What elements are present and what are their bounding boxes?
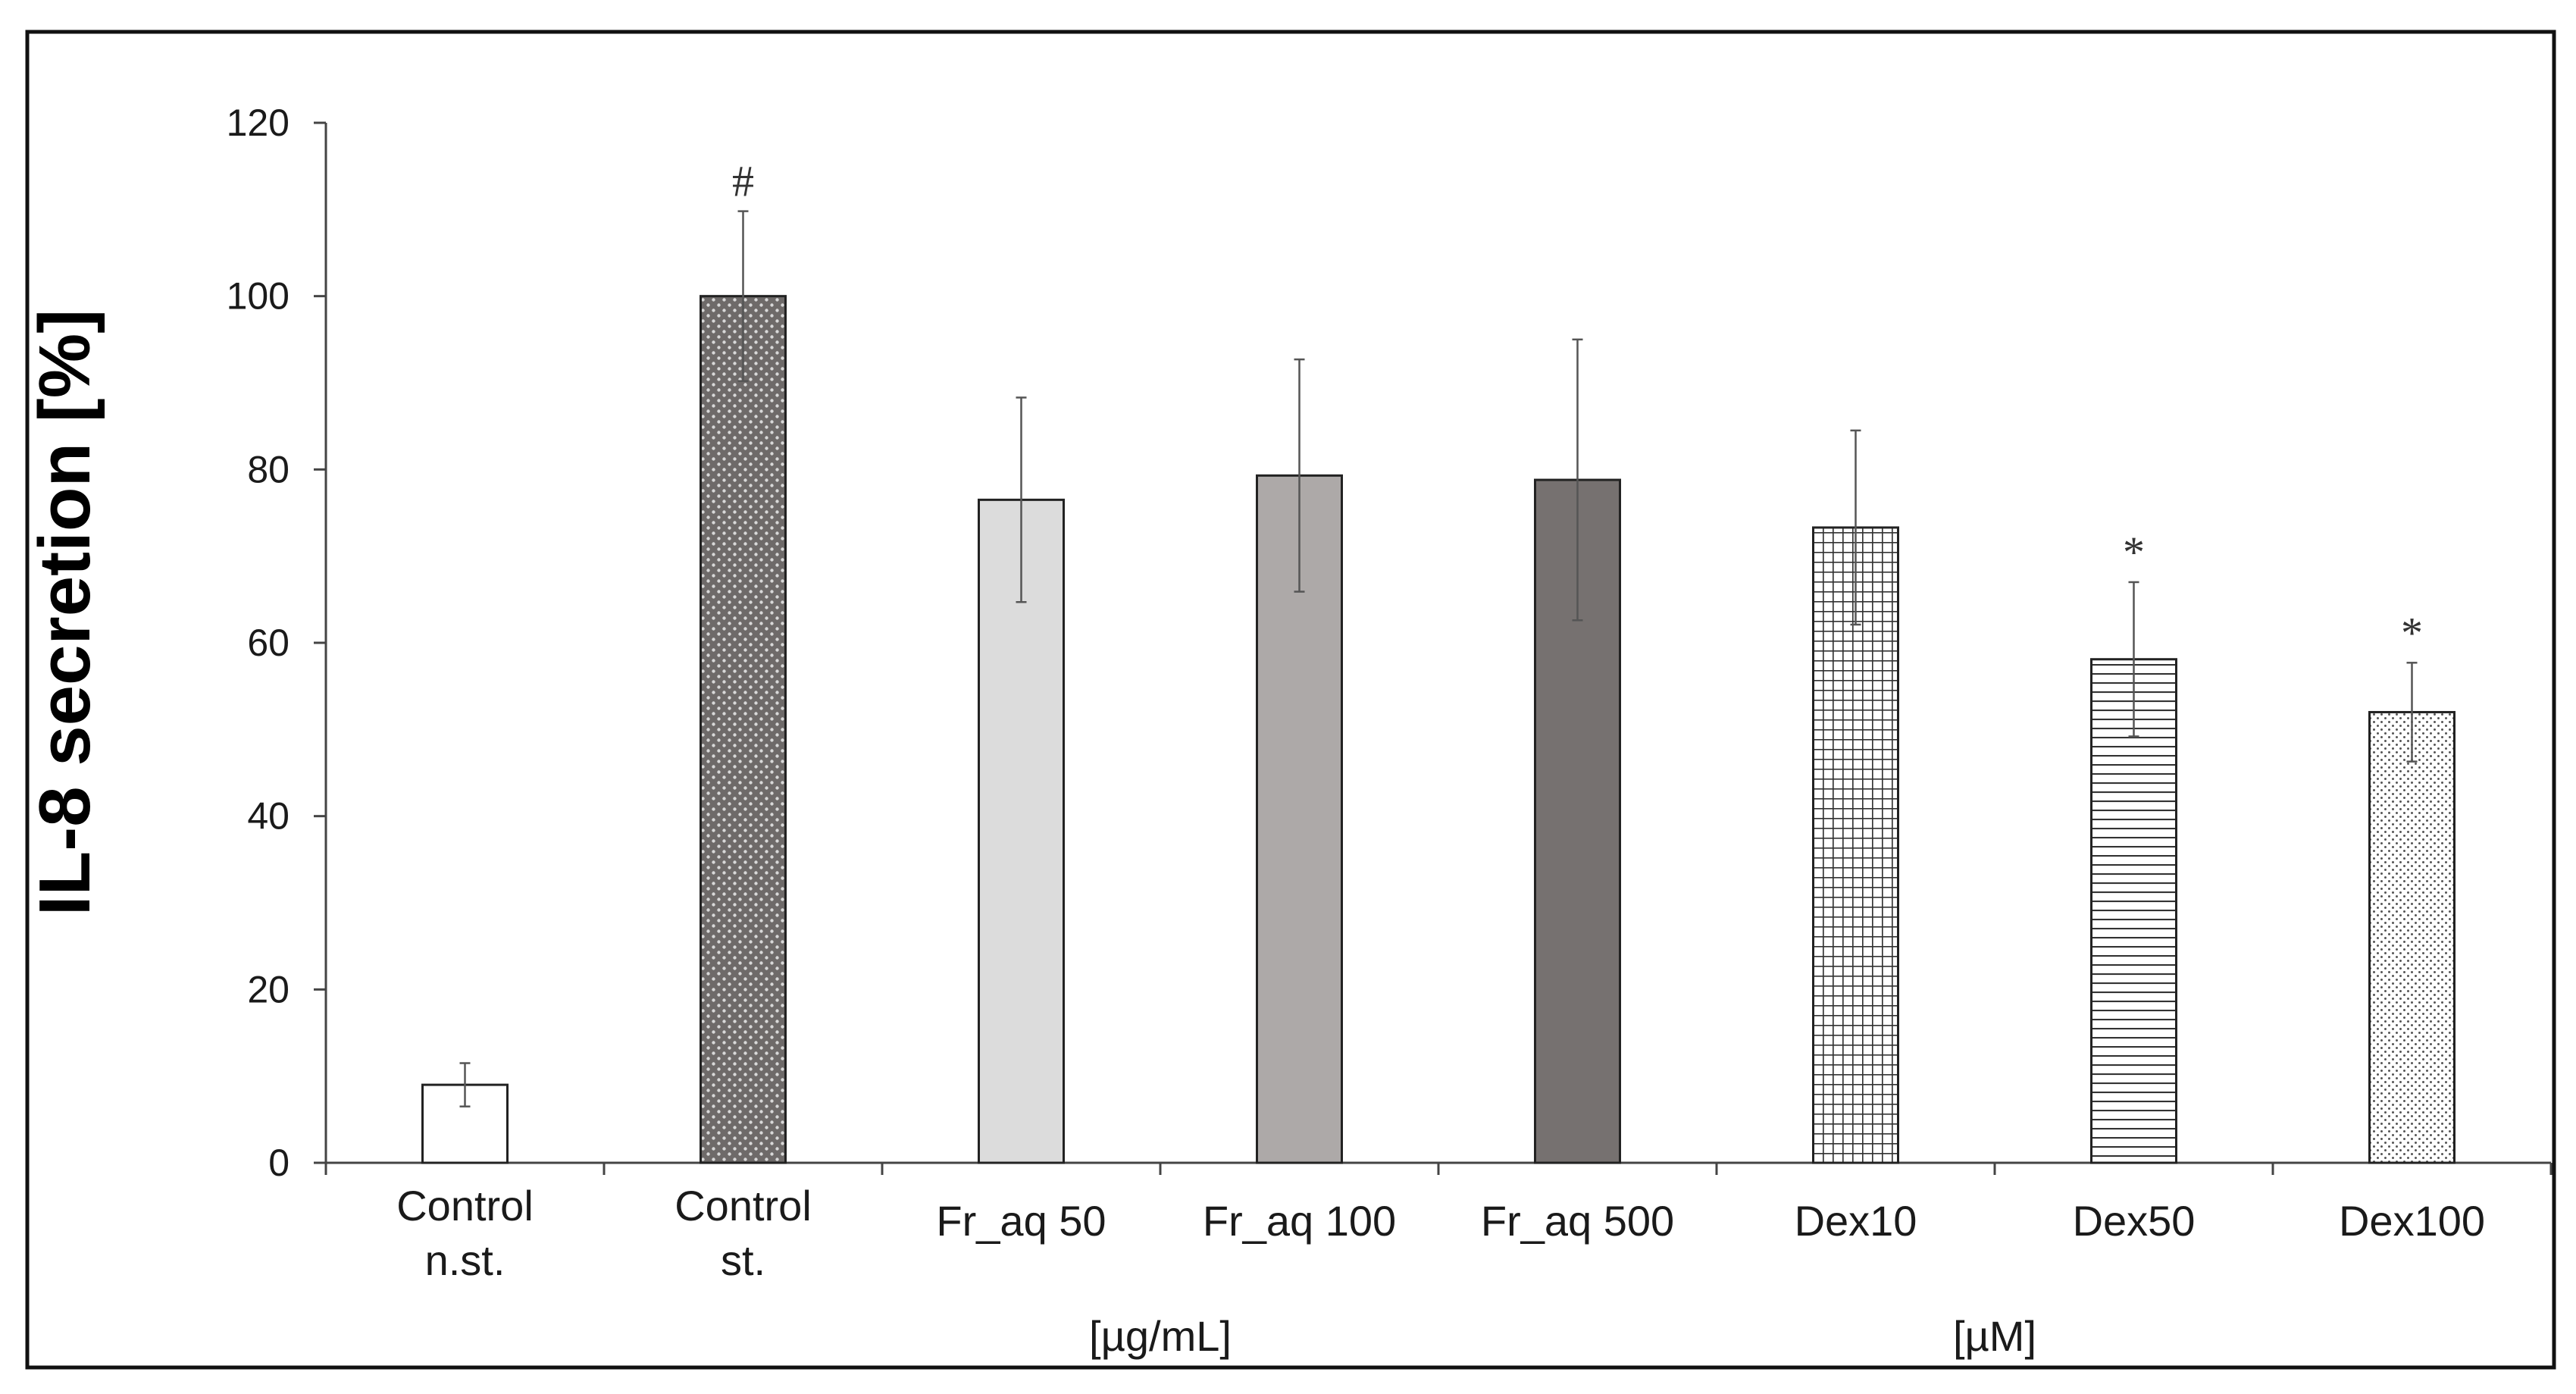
y-tick-label: 40	[247, 795, 290, 838]
bar	[1812, 526, 1899, 1164]
labels: 0 20 40 60 80 100 120 Control n.st. # Control st. Fr…	[227, 102, 2485, 1360]
x-category-label: Dex100	[2339, 1197, 2485, 1245]
bar	[700, 295, 787, 1164]
y-axis-title: IL-8 secretion [%]	[24, 309, 105, 916]
x-category-label: Fr_aq 50	[936, 1197, 1106, 1245]
x-category-label: Fr_aq 100	[1203, 1197, 1396, 1245]
axes	[314, 121, 2553, 1175]
figure-frame	[25, 30, 2556, 1370]
significance-marker: *	[2401, 608, 2423, 657]
error-bars	[459, 210, 2418, 1107]
y-tick-label: 100	[227, 275, 290, 318]
x-category-label: st.	[721, 1236, 765, 1284]
significance-marker: #	[732, 157, 754, 206]
x-category-label: Dex50	[2073, 1197, 2196, 1245]
y-tick-label: 0	[268, 1142, 290, 1184]
unit-label: [µM]	[1953, 1312, 2036, 1360]
y-tick-label: 120	[227, 102, 290, 144]
bar	[2368, 710, 2455, 1164]
y-tick-label: 80	[247, 448, 290, 490]
y-axis-title-group: IL-8 secretion [%]	[24, 309, 105, 916]
x-category-label: Fr_aq 500	[1481, 1197, 1674, 1245]
x-category-label: Control	[675, 1182, 812, 1230]
unit-label: [µg/mL]	[1089, 1312, 1232, 1360]
bar	[978, 498, 1065, 1164]
y-tick-label: 60	[247, 622, 290, 664]
significance-marker: *	[2123, 528, 2145, 577]
y-tick-label: 20	[247, 968, 290, 1010]
x-category-label: Control	[396, 1182, 534, 1230]
x-category-label: n.st.	[425, 1236, 505, 1284]
x-category-label: Dex10	[1795, 1197, 1917, 1245]
bars	[421, 295, 2455, 1164]
